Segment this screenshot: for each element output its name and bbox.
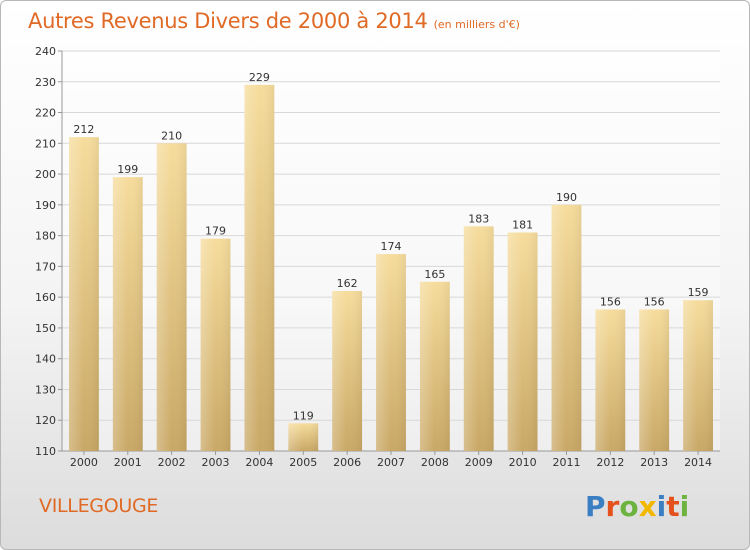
y-tick-label-170: 170 (35, 260, 56, 273)
chart-title-block: Autres Revenus Divers de 2000 à 2014 (en … (28, 9, 520, 33)
data-label-2002: 210 (161, 129, 182, 142)
logo-letter: i (679, 490, 690, 523)
y-tick-label-230: 230 (35, 76, 56, 89)
data-label-2004: 229 (249, 71, 270, 84)
x-tick-label-2014: 2014 (684, 456, 712, 469)
logo-letter: t (666, 490, 680, 523)
x-tick-label-2013: 2013 (640, 456, 668, 469)
bar-shade-2003 (200, 238, 231, 451)
data-label-2014: 159 (688, 286, 709, 299)
x-tick-label-2006: 2006 (333, 456, 361, 469)
logo-letter: r (605, 490, 620, 523)
y-tick-label-160: 160 (35, 291, 56, 304)
x-tick-label-2004: 2004 (245, 456, 273, 469)
x-tick-label-2000: 2000 (70, 456, 98, 469)
y-tick-label-190: 190 (35, 199, 56, 212)
x-tick-label-2005: 2005 (289, 456, 317, 469)
bar-shade-2012 (595, 309, 626, 451)
bar-shade-2014 (683, 300, 713, 451)
logo-letter: o (619, 490, 639, 523)
data-label-2003: 179 (205, 225, 226, 238)
bar-shade-2007 (376, 254, 406, 451)
bar-shade-2006 (332, 291, 363, 451)
data-label-2013: 156 (644, 295, 665, 308)
y-tick-label-200: 200 (35, 168, 56, 181)
bar-shade-2009 (463, 226, 494, 451)
y-tick-label-130: 130 (35, 383, 56, 396)
x-tick-label-2002: 2002 (158, 456, 186, 469)
bar-shade-2008 (419, 281, 450, 451)
chart-unit: (en milliers d'€) (433, 18, 520, 31)
y-tick-label-210: 210 (35, 137, 56, 150)
x-tick-label-2010: 2010 (509, 456, 537, 469)
x-tick-label-2008: 2008 (421, 456, 449, 469)
y-tick-label-240: 240 (35, 45, 56, 58)
data-label-2010: 181 (512, 219, 533, 232)
data-label-2007: 174 (381, 240, 402, 253)
x-tick-label-2009: 2009 (465, 456, 493, 469)
logo-letter: x (638, 490, 657, 523)
y-tick-label-140: 140 (35, 353, 56, 366)
data-label-2005: 119 (293, 409, 314, 422)
bar-shade-2000 (69, 137, 99, 451)
y-tick-label-110: 110 (35, 445, 56, 458)
y-tick-label-150: 150 (35, 322, 56, 335)
data-label-2001: 199 (117, 163, 138, 176)
y-tick-label-180: 180 (35, 230, 56, 243)
bar-shade-2013 (639, 309, 670, 451)
place-name: VILLEGOUGE (39, 495, 159, 517)
data-label-2000: 212 (73, 123, 94, 136)
x-tick-label-2003: 2003 (202, 456, 230, 469)
logo-letter: i (656, 490, 667, 523)
bar-shade-2002 (156, 143, 187, 452)
x-tick-label-2011: 2011 (552, 456, 580, 469)
bar-shade-2011 (551, 204, 582, 451)
x-tick-label-2001: 2001 (114, 456, 142, 469)
data-label-2012: 156 (600, 295, 621, 308)
bar-shade-2010 (507, 232, 538, 451)
logo-letter: P (585, 490, 606, 523)
chart-title: Autres Revenus Divers de 2000 à 2014 (28, 9, 428, 33)
y-tick-label-220: 220 (35, 107, 56, 120)
data-label-2011: 190 (556, 191, 577, 204)
x-tick-label-2012: 2012 (596, 456, 624, 469)
data-label-2008: 165 (424, 268, 445, 281)
data-label-2006: 162 (337, 277, 358, 290)
data-label-2009: 183 (468, 212, 489, 225)
proxiti-logo: Proxiti (585, 490, 689, 523)
bar-shade-2005 (288, 423, 319, 451)
bar-shade-2004 (244, 84, 275, 451)
y-tick-label-120: 120 (35, 414, 56, 427)
x-tick-label-2007: 2007 (377, 456, 405, 469)
bar-shade-2001 (112, 177, 143, 451)
